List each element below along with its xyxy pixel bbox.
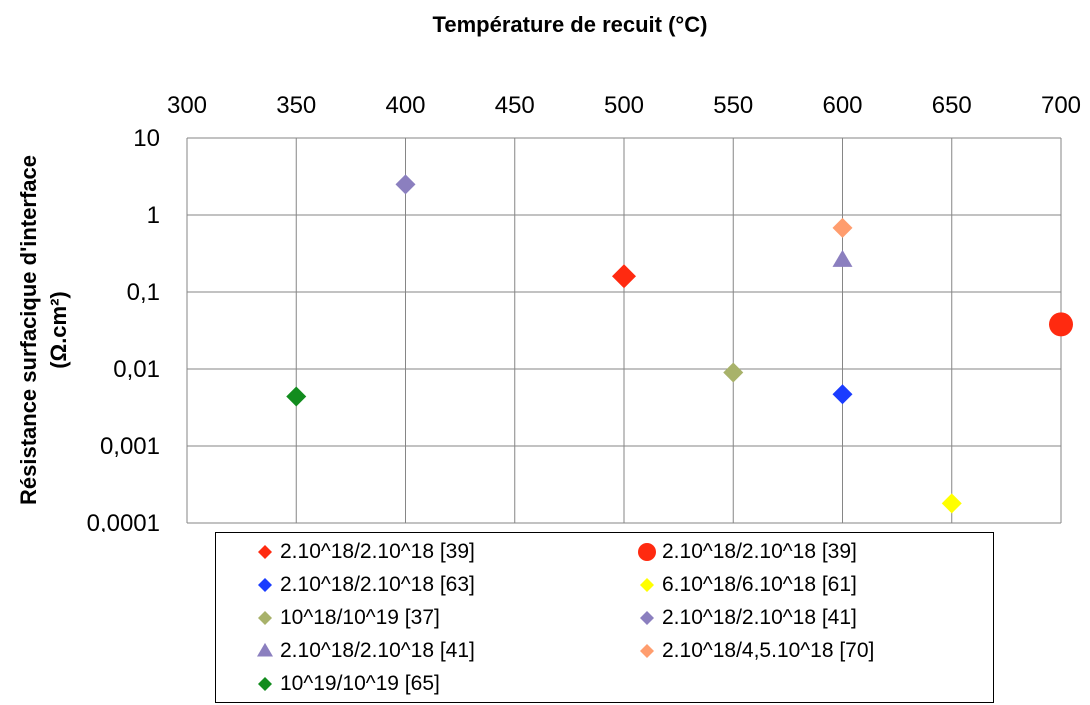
- x-tick-label: 550: [713, 92, 753, 119]
- y-tick-label: 0,01: [113, 356, 160, 383]
- legend-item: 2.10^18/2.10^18 [41]: [636, 603, 857, 633]
- x-tick-label: 450: [495, 92, 535, 119]
- scatter-chart: 300 350 400 450 500 550 600 650 700 10 1 0,1 0,01 0,…: [16, 12, 1081, 532]
- data-point: [832, 384, 853, 405]
- y-tick-label: 1: [147, 202, 160, 229]
- legend-item: 2.10^18/2.10^18 [63]: [254, 570, 475, 600]
- legend-item: 6.10^18/6.10^18 [61]: [636, 570, 857, 600]
- legend-marker: [638, 543, 656, 561]
- legend-item: 10^18/10^19 [37]: [254, 603, 440, 633]
- data-point: [832, 249, 853, 267]
- legend-label: 2.10^18/2.10^18 [41]: [280, 639, 475, 662]
- legend-label: 2.10^18/2.10^18 [41]: [662, 606, 857, 629]
- y-tick-label: 10: [133, 125, 160, 152]
- legend-label: 2.10^18/2.10^18 [39]: [280, 540, 475, 563]
- data-point: [286, 386, 307, 407]
- data-point: [1049, 312, 1073, 337]
- legend-marker: [258, 611, 272, 625]
- legend-label: 2.10^18/2.10^18 [63]: [280, 573, 475, 596]
- x-tick-label: 700: [1041, 92, 1081, 119]
- legend-label: 2.10^18/2.10^18 [39]: [662, 540, 857, 563]
- legend-label: 10^19/10^19 [65]: [280, 672, 440, 695]
- legend-marker: [258, 545, 272, 559]
- data-point: [395, 174, 416, 195]
- x-tick-label: 300: [167, 92, 207, 119]
- y-tick-label: 0,0001: [87, 510, 160, 532]
- legend-marker: [258, 677, 272, 691]
- data-point: [723, 362, 744, 383]
- data-point: [941, 493, 962, 514]
- data-points: [286, 174, 1073, 514]
- legend-item: 2.10^18/2.10^18 [41]: [254, 636, 475, 666]
- x-tick-label: 350: [276, 92, 316, 119]
- legend-marker: [257, 642, 273, 657]
- data-point: [832, 217, 853, 238]
- legend-label: 10^18/10^19 [37]: [280, 606, 440, 629]
- legend-marker: [640, 644, 654, 658]
- legend-marker: [640, 578, 654, 592]
- x-tick-label: 400: [385, 92, 425, 119]
- y-axis-unit: (Ω.cm²): [46, 291, 71, 369]
- legend: 2.10^18/2.10^18 [39] 2.10^18/2.10^18 [39]…: [215, 532, 994, 703]
- legend-item: 2.10^18/4,5.10^18 [70]: [636, 636, 874, 666]
- y-tick-label: 0,001: [100, 433, 160, 460]
- legend-marker: [640, 611, 654, 625]
- y-tick-labels: 10 1 0,1 0,01 0,001 0,0001: [87, 125, 160, 532]
- x-tick-label: 500: [604, 92, 644, 119]
- y-axis-title: Résistance surfacique d'interface: [16, 155, 41, 505]
- legend-item: 10^19/10^19 [65]: [254, 669, 440, 699]
- grid-lines: [186, 137, 1062, 524]
- x-tick-labels: 300 350 400 450 500 550 600 650 700: [167, 92, 1081, 119]
- legend-marker: [258, 578, 272, 592]
- x-tick-label: 650: [932, 92, 972, 119]
- legend-label: 2.10^18/4,5.10^18 [70]: [662, 639, 875, 662]
- x-axis-title: Température de recuit (°C): [433, 12, 708, 37]
- legend-label: 6.10^18/6.10^18 [61]: [662, 573, 857, 596]
- legend-item: 2.10^18/2.10^18 [39]: [636, 537, 857, 567]
- y-tick-label: 0,1: [127, 279, 160, 306]
- data-point: [612, 264, 636, 289]
- legend-item: 2.10^18/2.10^18 [39]: [254, 537, 475, 567]
- x-tick-label: 600: [822, 92, 862, 119]
